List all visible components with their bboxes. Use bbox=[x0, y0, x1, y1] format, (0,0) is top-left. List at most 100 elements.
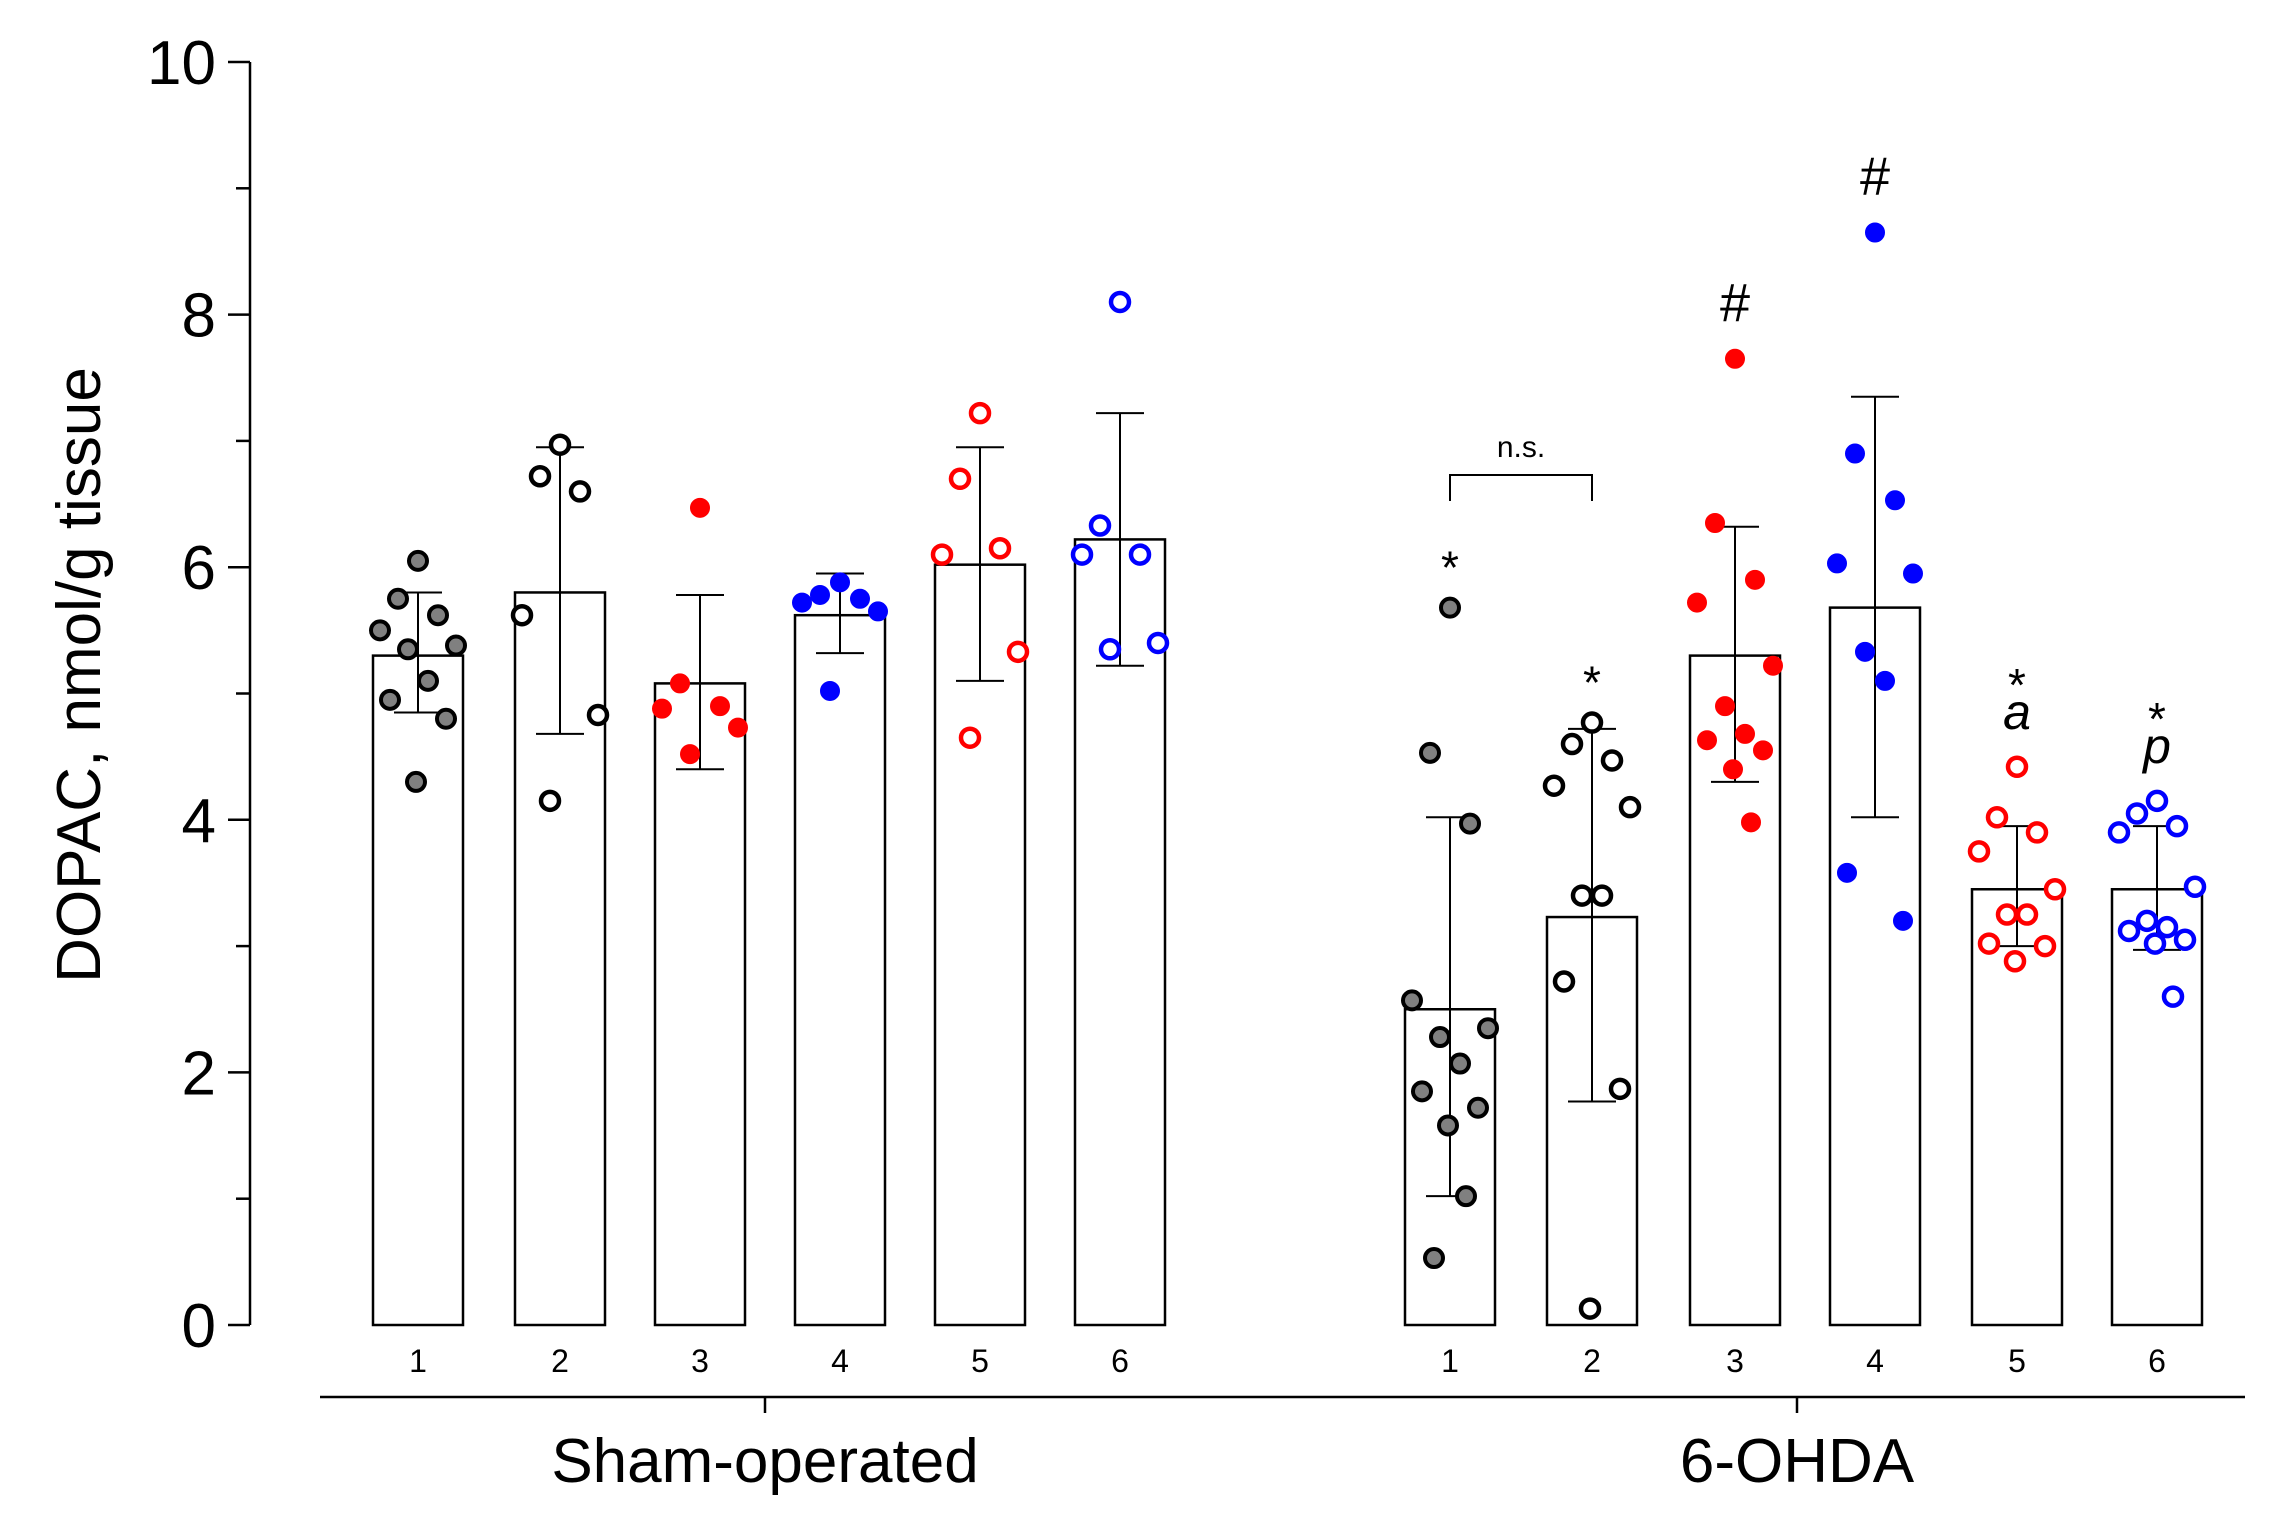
bar bbox=[653, 682, 747, 1327]
data-point bbox=[2135, 909, 2159, 933]
annotations: **##a*p*n.s. bbox=[1441, 147, 2171, 774]
data-point bbox=[1401, 989, 1423, 1012]
data-point bbox=[1455, 1185, 1477, 1208]
data-point bbox=[1855, 641, 1875, 662]
y-tick-label: 4 bbox=[182, 787, 216, 856]
data-point bbox=[2173, 928, 2197, 952]
data-point bbox=[1578, 1297, 1602, 1320]
data-point bbox=[387, 587, 409, 610]
data-point bbox=[1723, 759, 1743, 780]
data-point bbox=[1903, 563, 1923, 584]
data-point bbox=[405, 770, 427, 793]
x-tick-label: 1 bbox=[409, 1343, 427, 1379]
data-point bbox=[1985, 806, 2009, 829]
data-point bbox=[1449, 1052, 1471, 1075]
data-point bbox=[1459, 812, 1481, 835]
data-point bbox=[2183, 875, 2207, 898]
data-points bbox=[369, 222, 2207, 1320]
data-point bbox=[1837, 862, 1857, 883]
data-point bbox=[1865, 222, 1885, 243]
data-point bbox=[1715, 696, 1735, 717]
data-point bbox=[2015, 903, 2039, 926]
data-point bbox=[930, 543, 954, 566]
x-tick-label: 2 bbox=[1583, 1343, 1601, 1379]
data-point bbox=[948, 467, 972, 491]
data-point bbox=[407, 549, 429, 572]
y-tick-label: 6 bbox=[182, 534, 216, 603]
data-point bbox=[728, 717, 748, 738]
x-tick-label: 3 bbox=[1726, 1343, 1744, 1379]
x-tick-label: 3 bbox=[691, 1343, 709, 1379]
x-tick-label: 5 bbox=[971, 1343, 989, 1379]
data-point bbox=[1967, 840, 1991, 863]
comparison-bracket bbox=[1449, 474, 1593, 501]
data-point bbox=[1146, 631, 1170, 655]
data-point bbox=[568, 480, 592, 503]
data-point bbox=[710, 696, 730, 717]
significance-mark: * bbox=[2008, 659, 2026, 711]
data-point bbox=[2161, 985, 2185, 1008]
x-tick-label: 6 bbox=[1111, 1343, 1129, 1379]
significance-mark: * bbox=[2148, 693, 2166, 745]
data-point bbox=[652, 698, 672, 719]
data-point bbox=[792, 592, 812, 613]
data-point bbox=[1570, 884, 1594, 907]
data-point bbox=[1580, 711, 1604, 734]
data-point bbox=[1741, 812, 1761, 833]
data-point bbox=[1088, 514, 1112, 537]
bar bbox=[793, 613, 887, 1327]
data-point bbox=[1552, 970, 1576, 993]
data-point bbox=[1735, 723, 1755, 744]
data-point bbox=[820, 680, 840, 701]
data-point bbox=[417, 669, 439, 692]
data-point bbox=[397, 638, 419, 661]
significance-mark: * bbox=[1441, 542, 1459, 594]
y-axis: 0 2 4 6 8 10 bbox=[147, 29, 252, 1361]
data-point bbox=[2033, 934, 2057, 958]
data-point bbox=[2165, 814, 2189, 838]
data-point bbox=[1108, 290, 1132, 314]
x-tick-label: 4 bbox=[831, 1343, 849, 1379]
data-point bbox=[1128, 543, 1152, 566]
data-point bbox=[427, 604, 449, 627]
data-point bbox=[1995, 903, 2019, 926]
data-point bbox=[1875, 670, 1895, 691]
x-tick-label: 4 bbox=[1866, 1343, 1884, 1379]
data-point bbox=[2107, 821, 2131, 844]
x-tick-label: 1 bbox=[1441, 1343, 1459, 1379]
data-point bbox=[1437, 1114, 1459, 1137]
group-label: 6-OHDA bbox=[1680, 1427, 1915, 1496]
data-point bbox=[1618, 795, 1642, 819]
data-point bbox=[2143, 932, 2167, 955]
significance-mark: p bbox=[2141, 718, 2171, 774]
data-point bbox=[690, 497, 710, 518]
data-point bbox=[1725, 348, 1745, 369]
data-point bbox=[2145, 789, 2169, 813]
data-point bbox=[1070, 543, 1094, 566]
group-label: Sham-operated bbox=[551, 1427, 978, 1496]
data-point bbox=[968, 401, 992, 425]
data-point bbox=[1098, 638, 1122, 661]
data-point bbox=[680, 744, 700, 765]
data-point bbox=[1705, 512, 1725, 533]
significance-mark: * bbox=[1583, 657, 1601, 709]
data-point bbox=[369, 619, 391, 642]
data-point bbox=[1411, 1080, 1433, 1103]
data-point bbox=[548, 433, 572, 456]
data-point bbox=[850, 588, 870, 609]
data-point bbox=[1439, 596, 1461, 619]
data-point bbox=[1608, 1077, 1632, 1101]
data-point bbox=[2117, 919, 2141, 943]
data-point bbox=[1429, 1026, 1451, 1049]
data-point bbox=[830, 572, 850, 593]
data-point bbox=[2125, 802, 2149, 825]
data-point bbox=[2043, 878, 2067, 901]
data-point bbox=[435, 707, 457, 730]
data-point bbox=[1542, 774, 1566, 797]
x-tick-label: 2 bbox=[551, 1343, 569, 1379]
data-point bbox=[670, 673, 690, 694]
data-point bbox=[958, 726, 982, 749]
data-point bbox=[1423, 1247, 1445, 1270]
data-point bbox=[510, 603, 534, 627]
